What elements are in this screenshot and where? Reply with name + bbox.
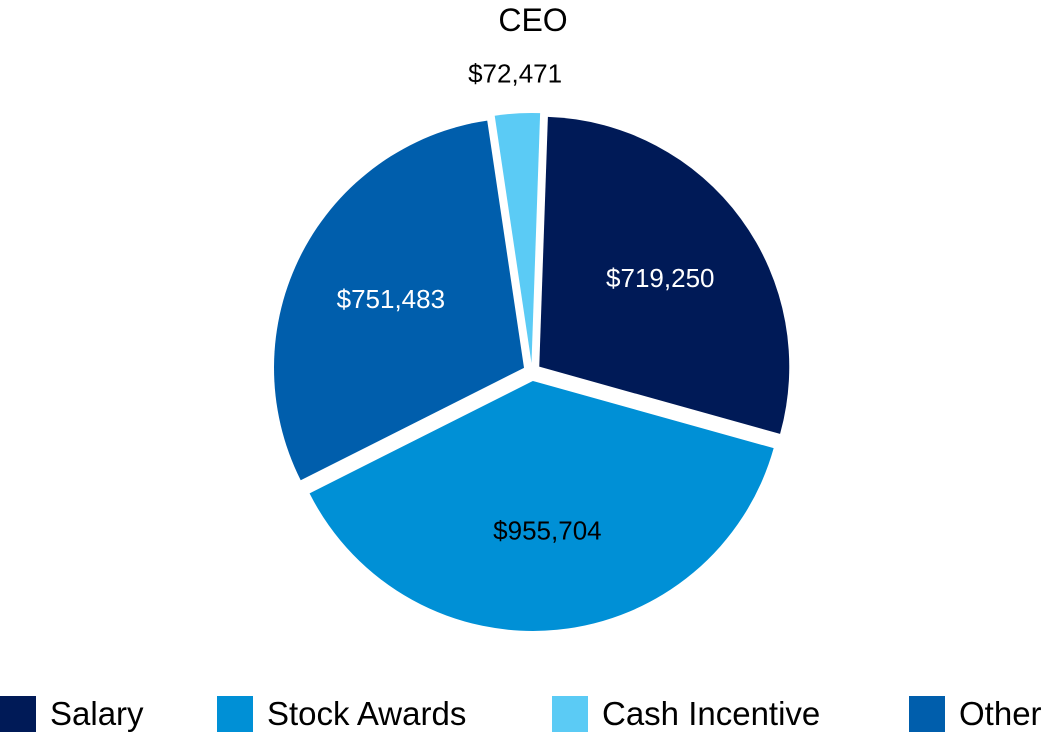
legend-swatch-stock-awards (217, 696, 253, 732)
legend-item-other: Other (909, 692, 1042, 736)
data-label-salary: $719,250 (606, 263, 714, 293)
legend-swatch-salary (0, 696, 36, 732)
data-label-other: $751,483 (337, 284, 445, 314)
pie-chart: $719,250 $955,704 $751,483 $72,471 (274, 58, 790, 631)
data-label-cash-incentive: $72,471 (468, 58, 562, 88)
pie-slice-salary (539, 116, 790, 434)
legend-item-cash-incentive: Cash Incentive (552, 692, 820, 736)
data-label-stock-awards: $955,704 (493, 515, 601, 545)
legend-item-salary: Salary (0, 692, 144, 736)
legend-label-stock-awards: Stock Awards (267, 695, 467, 732)
legend-label-salary: Salary (50, 695, 144, 732)
legend-swatch-cash-incentive (552, 696, 588, 732)
legend: Salary Stock Awards Cash Incentive Other (0, 692, 1052, 736)
legend-label-cash-incentive: Cash Incentive (602, 695, 821, 732)
pie-slice-stock-awards (309, 380, 774, 631)
legend-item-stock-awards: Stock Awards (217, 692, 466, 736)
legend-label-other: Other (959, 695, 1042, 732)
pie-slice-cash-incentive (494, 113, 541, 364)
chart-title: CEO (498, 2, 568, 38)
legend-swatch-other (909, 696, 945, 732)
pie-slice-other (274, 120, 525, 481)
